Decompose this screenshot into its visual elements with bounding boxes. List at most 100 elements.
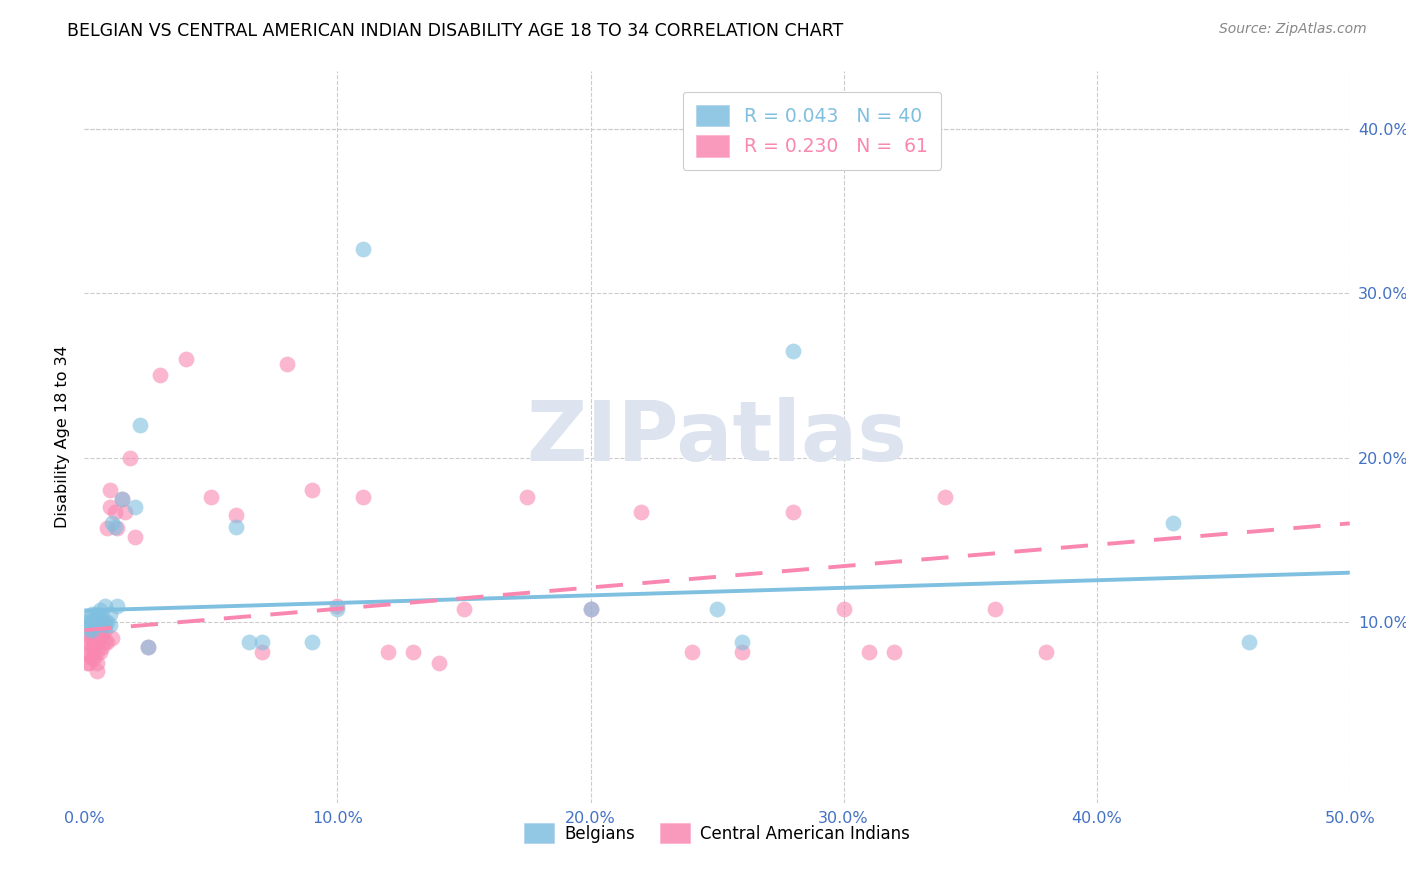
Point bbox=[377, 644, 399, 658]
Point bbox=[96, 634, 118, 648]
Point bbox=[80, 607, 103, 621]
Point bbox=[80, 632, 103, 646]
Point bbox=[104, 519, 127, 533]
Point bbox=[86, 644, 108, 658]
Point bbox=[579, 602, 602, 616]
Point bbox=[782, 505, 804, 519]
Point bbox=[83, 651, 105, 665]
Point bbox=[326, 602, 349, 616]
Point bbox=[80, 615, 103, 629]
Point bbox=[83, 618, 105, 632]
Point bbox=[80, 624, 103, 638]
Point bbox=[86, 665, 108, 679]
Point bbox=[79, 648, 101, 662]
Point bbox=[301, 634, 323, 648]
Point bbox=[516, 490, 538, 504]
Point bbox=[402, 644, 425, 658]
Point bbox=[89, 632, 111, 646]
Point bbox=[858, 644, 880, 658]
Point bbox=[89, 644, 111, 658]
Y-axis label: Disability Age 18 to 34: Disability Age 18 to 34 bbox=[55, 346, 70, 528]
Point bbox=[238, 634, 260, 648]
Point bbox=[93, 599, 115, 613]
Point bbox=[86, 618, 108, 632]
Point bbox=[326, 599, 349, 613]
Point bbox=[98, 483, 121, 498]
Point bbox=[89, 624, 111, 638]
Point bbox=[124, 529, 146, 543]
Point bbox=[98, 618, 121, 632]
Point bbox=[76, 656, 98, 670]
Point bbox=[76, 618, 98, 632]
Point bbox=[91, 628, 114, 642]
Point bbox=[105, 599, 128, 613]
Point bbox=[114, 505, 136, 519]
Point bbox=[136, 640, 159, 654]
Point bbox=[76, 644, 98, 658]
Point bbox=[984, 602, 1007, 616]
Point bbox=[124, 500, 146, 514]
Point bbox=[352, 242, 374, 256]
Point bbox=[731, 634, 754, 648]
Point bbox=[101, 516, 124, 531]
Point bbox=[276, 357, 298, 371]
Point bbox=[706, 602, 728, 616]
Text: BELGIAN VS CENTRAL AMERICAN INDIAN DISABILITY AGE 18 TO 34 CORRELATION CHART: BELGIAN VS CENTRAL AMERICAN INDIAN DISAB… bbox=[67, 22, 844, 40]
Point bbox=[883, 644, 905, 658]
Point bbox=[93, 624, 115, 638]
Point bbox=[731, 644, 754, 658]
Point bbox=[83, 612, 105, 626]
Point bbox=[76, 634, 98, 648]
Point bbox=[89, 603, 111, 617]
Point bbox=[681, 644, 703, 658]
Point bbox=[79, 656, 101, 670]
Point bbox=[111, 491, 134, 506]
Point bbox=[101, 632, 124, 646]
Point bbox=[80, 651, 103, 665]
Point bbox=[174, 351, 197, 366]
Point bbox=[1035, 644, 1057, 658]
Point bbox=[111, 491, 134, 506]
Point bbox=[579, 602, 602, 616]
Point bbox=[91, 615, 114, 629]
Point bbox=[453, 602, 475, 616]
Point bbox=[129, 417, 152, 432]
Point bbox=[98, 607, 121, 621]
Point bbox=[91, 640, 114, 654]
Point bbox=[136, 640, 159, 654]
Point bbox=[934, 490, 956, 504]
Point bbox=[427, 656, 450, 670]
Point bbox=[83, 640, 105, 654]
Point bbox=[79, 622, 101, 636]
Legend: Belgians, Central American Indians: Belgians, Central American Indians bbox=[517, 817, 917, 849]
Point bbox=[250, 644, 273, 658]
Point bbox=[96, 615, 118, 629]
Point bbox=[832, 602, 855, 616]
Point bbox=[86, 607, 108, 621]
Point bbox=[83, 632, 105, 646]
Point bbox=[76, 615, 98, 629]
Point bbox=[86, 615, 108, 629]
Point bbox=[98, 500, 121, 514]
Point bbox=[93, 615, 115, 629]
Point bbox=[225, 519, 247, 533]
Point bbox=[118, 450, 141, 465]
Point bbox=[89, 615, 111, 629]
Point bbox=[93, 634, 115, 648]
Point bbox=[301, 483, 323, 498]
Text: Source: ZipAtlas.com: Source: ZipAtlas.com bbox=[1219, 22, 1367, 37]
Point bbox=[80, 640, 103, 654]
Point bbox=[225, 508, 247, 523]
Point bbox=[149, 368, 172, 383]
Point bbox=[91, 618, 114, 632]
Point bbox=[79, 610, 101, 624]
Point bbox=[782, 343, 804, 358]
Point bbox=[1161, 516, 1184, 531]
Point bbox=[105, 521, 128, 535]
Point bbox=[96, 521, 118, 535]
Point bbox=[630, 505, 652, 519]
Point bbox=[250, 634, 273, 648]
Point bbox=[104, 505, 127, 519]
Point bbox=[93, 618, 115, 632]
Point bbox=[1237, 634, 1260, 648]
